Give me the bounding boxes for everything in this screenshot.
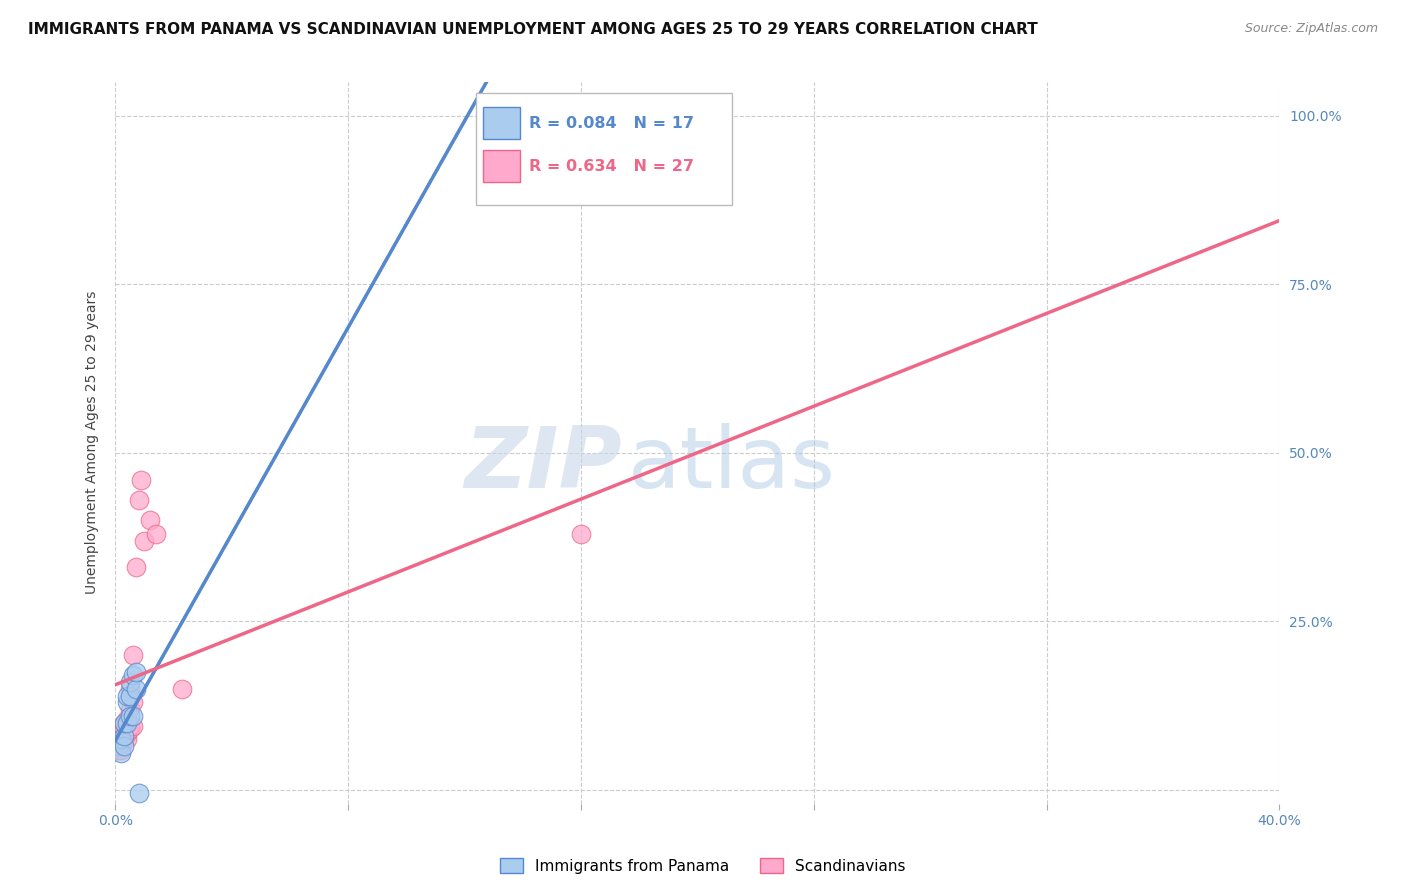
Text: atlas: atlas [627, 423, 835, 506]
Point [124, 665, 146, 679]
Text: R = 0.634   N = 27: R = 0.634 N = 27 [529, 159, 693, 174]
Text: ZIP: ZIP [464, 423, 621, 506]
Text: IMMIGRANTS FROM PANAMA VS SCANDINAVIAN UNEMPLOYMENT AMONG AGES 25 TO 29 YEARS CO: IMMIGRANTS FROM PANAMA VS SCANDINAVIAN U… [28, 22, 1038, 37]
Point [110, 742, 132, 756]
Point [107, 742, 129, 756]
Legend: Immigrants from Panama, Scandinavians: Immigrants from Panama, Scandinavians [494, 852, 912, 880]
FancyBboxPatch shape [484, 151, 520, 182]
Point [115, 725, 138, 739]
Point [124, 560, 146, 574]
Point [131, 473, 153, 487]
Point [128, 493, 150, 508]
Point [121, 709, 143, 723]
Point [110, 732, 132, 747]
FancyBboxPatch shape [484, 107, 520, 139]
Point [118, 689, 141, 703]
Point [121, 695, 143, 709]
Point [112, 715, 135, 730]
Point [134, 533, 156, 548]
Point [112, 732, 135, 747]
Point [112, 729, 135, 743]
Point [110, 723, 132, 737]
Point [115, 715, 138, 730]
Point [110, 736, 132, 750]
Point [118, 702, 141, 716]
Point [121, 719, 143, 733]
Point [115, 715, 138, 730]
Point [121, 648, 143, 662]
Point [115, 712, 138, 726]
Point [112, 715, 135, 730]
Point [107, 739, 129, 754]
Point [110, 746, 132, 760]
Point [139, 513, 162, 527]
Y-axis label: Unemployment Among Ages 25 to 29 years: Unemployment Among Ages 25 to 29 years [86, 291, 100, 594]
Text: Source: ZipAtlas.com: Source: ZipAtlas.com [1244, 22, 1378, 36]
Point [145, 526, 167, 541]
Text: R = 0.084   N = 17: R = 0.084 N = 17 [529, 116, 693, 130]
Point [118, 723, 141, 737]
Point [112, 739, 135, 754]
Point [118, 675, 141, 690]
Point [115, 689, 138, 703]
Point [115, 732, 138, 747]
Point [107, 739, 129, 754]
Point [569, 526, 592, 541]
Point [112, 723, 135, 737]
Point [118, 719, 141, 733]
Point [172, 681, 194, 696]
Point [118, 681, 141, 696]
Point [121, 668, 143, 682]
Point [124, 681, 146, 696]
Point [128, 786, 150, 800]
FancyBboxPatch shape [477, 93, 733, 204]
Point [115, 695, 138, 709]
Point [118, 709, 141, 723]
